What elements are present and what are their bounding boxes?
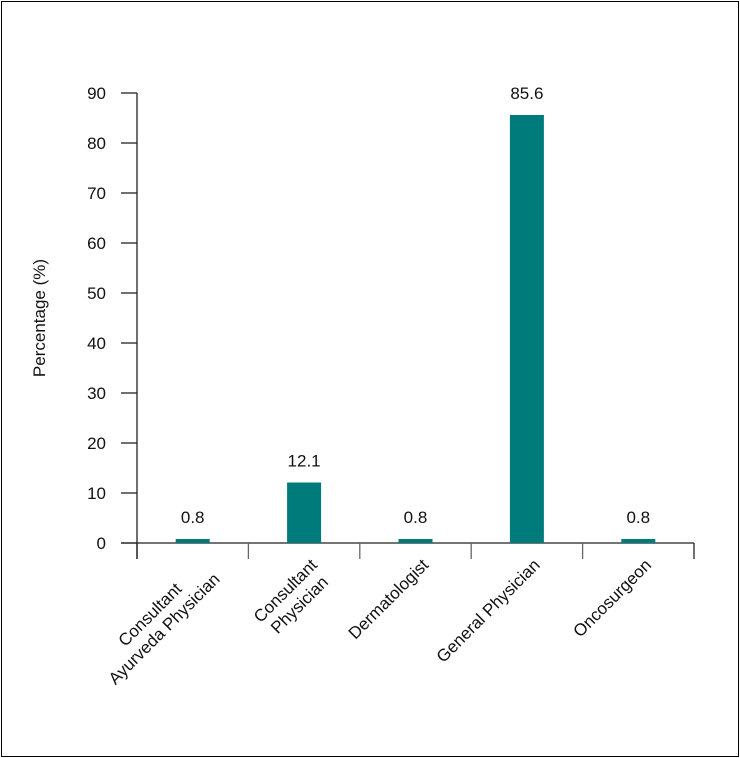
bar — [509, 115, 544, 543]
x-tick-label: General Physician — [433, 555, 544, 666]
y-axis-label: Percentage (%) — [30, 259, 49, 377]
data-label: 12.1 — [288, 452, 321, 471]
data-label: 0.8 — [404, 508, 428, 527]
data-label: 85.6 — [510, 84, 543, 103]
data-label: 0.8 — [181, 508, 205, 527]
y-tick-label: 50 — [87, 284, 106, 303]
x-tick-label: Dermatologist — [345, 555, 433, 643]
x-tick-label-line: Oncosurgeon — [570, 555, 656, 641]
bar — [175, 539, 210, 543]
y-tick-label: 30 — [87, 384, 106, 403]
y-tick-label: 80 — [87, 134, 106, 153]
y-tick-label: 10 — [87, 484, 106, 503]
y-tick-label: 90 — [87, 84, 106, 103]
y-tick-label: 70 — [87, 184, 106, 203]
x-tick-label: Oncosurgeon — [570, 555, 656, 641]
x-tick-label-line: General Physician — [433, 555, 544, 666]
y-tick-label: 60 — [87, 234, 106, 253]
bar — [398, 539, 433, 543]
bar — [621, 539, 656, 543]
y-tick-label: 40 — [87, 334, 106, 353]
bar — [287, 482, 322, 543]
x-tick-label-line: Dermatologist — [345, 555, 433, 643]
y-tick-label: 20 — [87, 434, 106, 453]
y-tick-label: 0 — [97, 534, 106, 553]
data-label: 0.8 — [626, 508, 650, 527]
